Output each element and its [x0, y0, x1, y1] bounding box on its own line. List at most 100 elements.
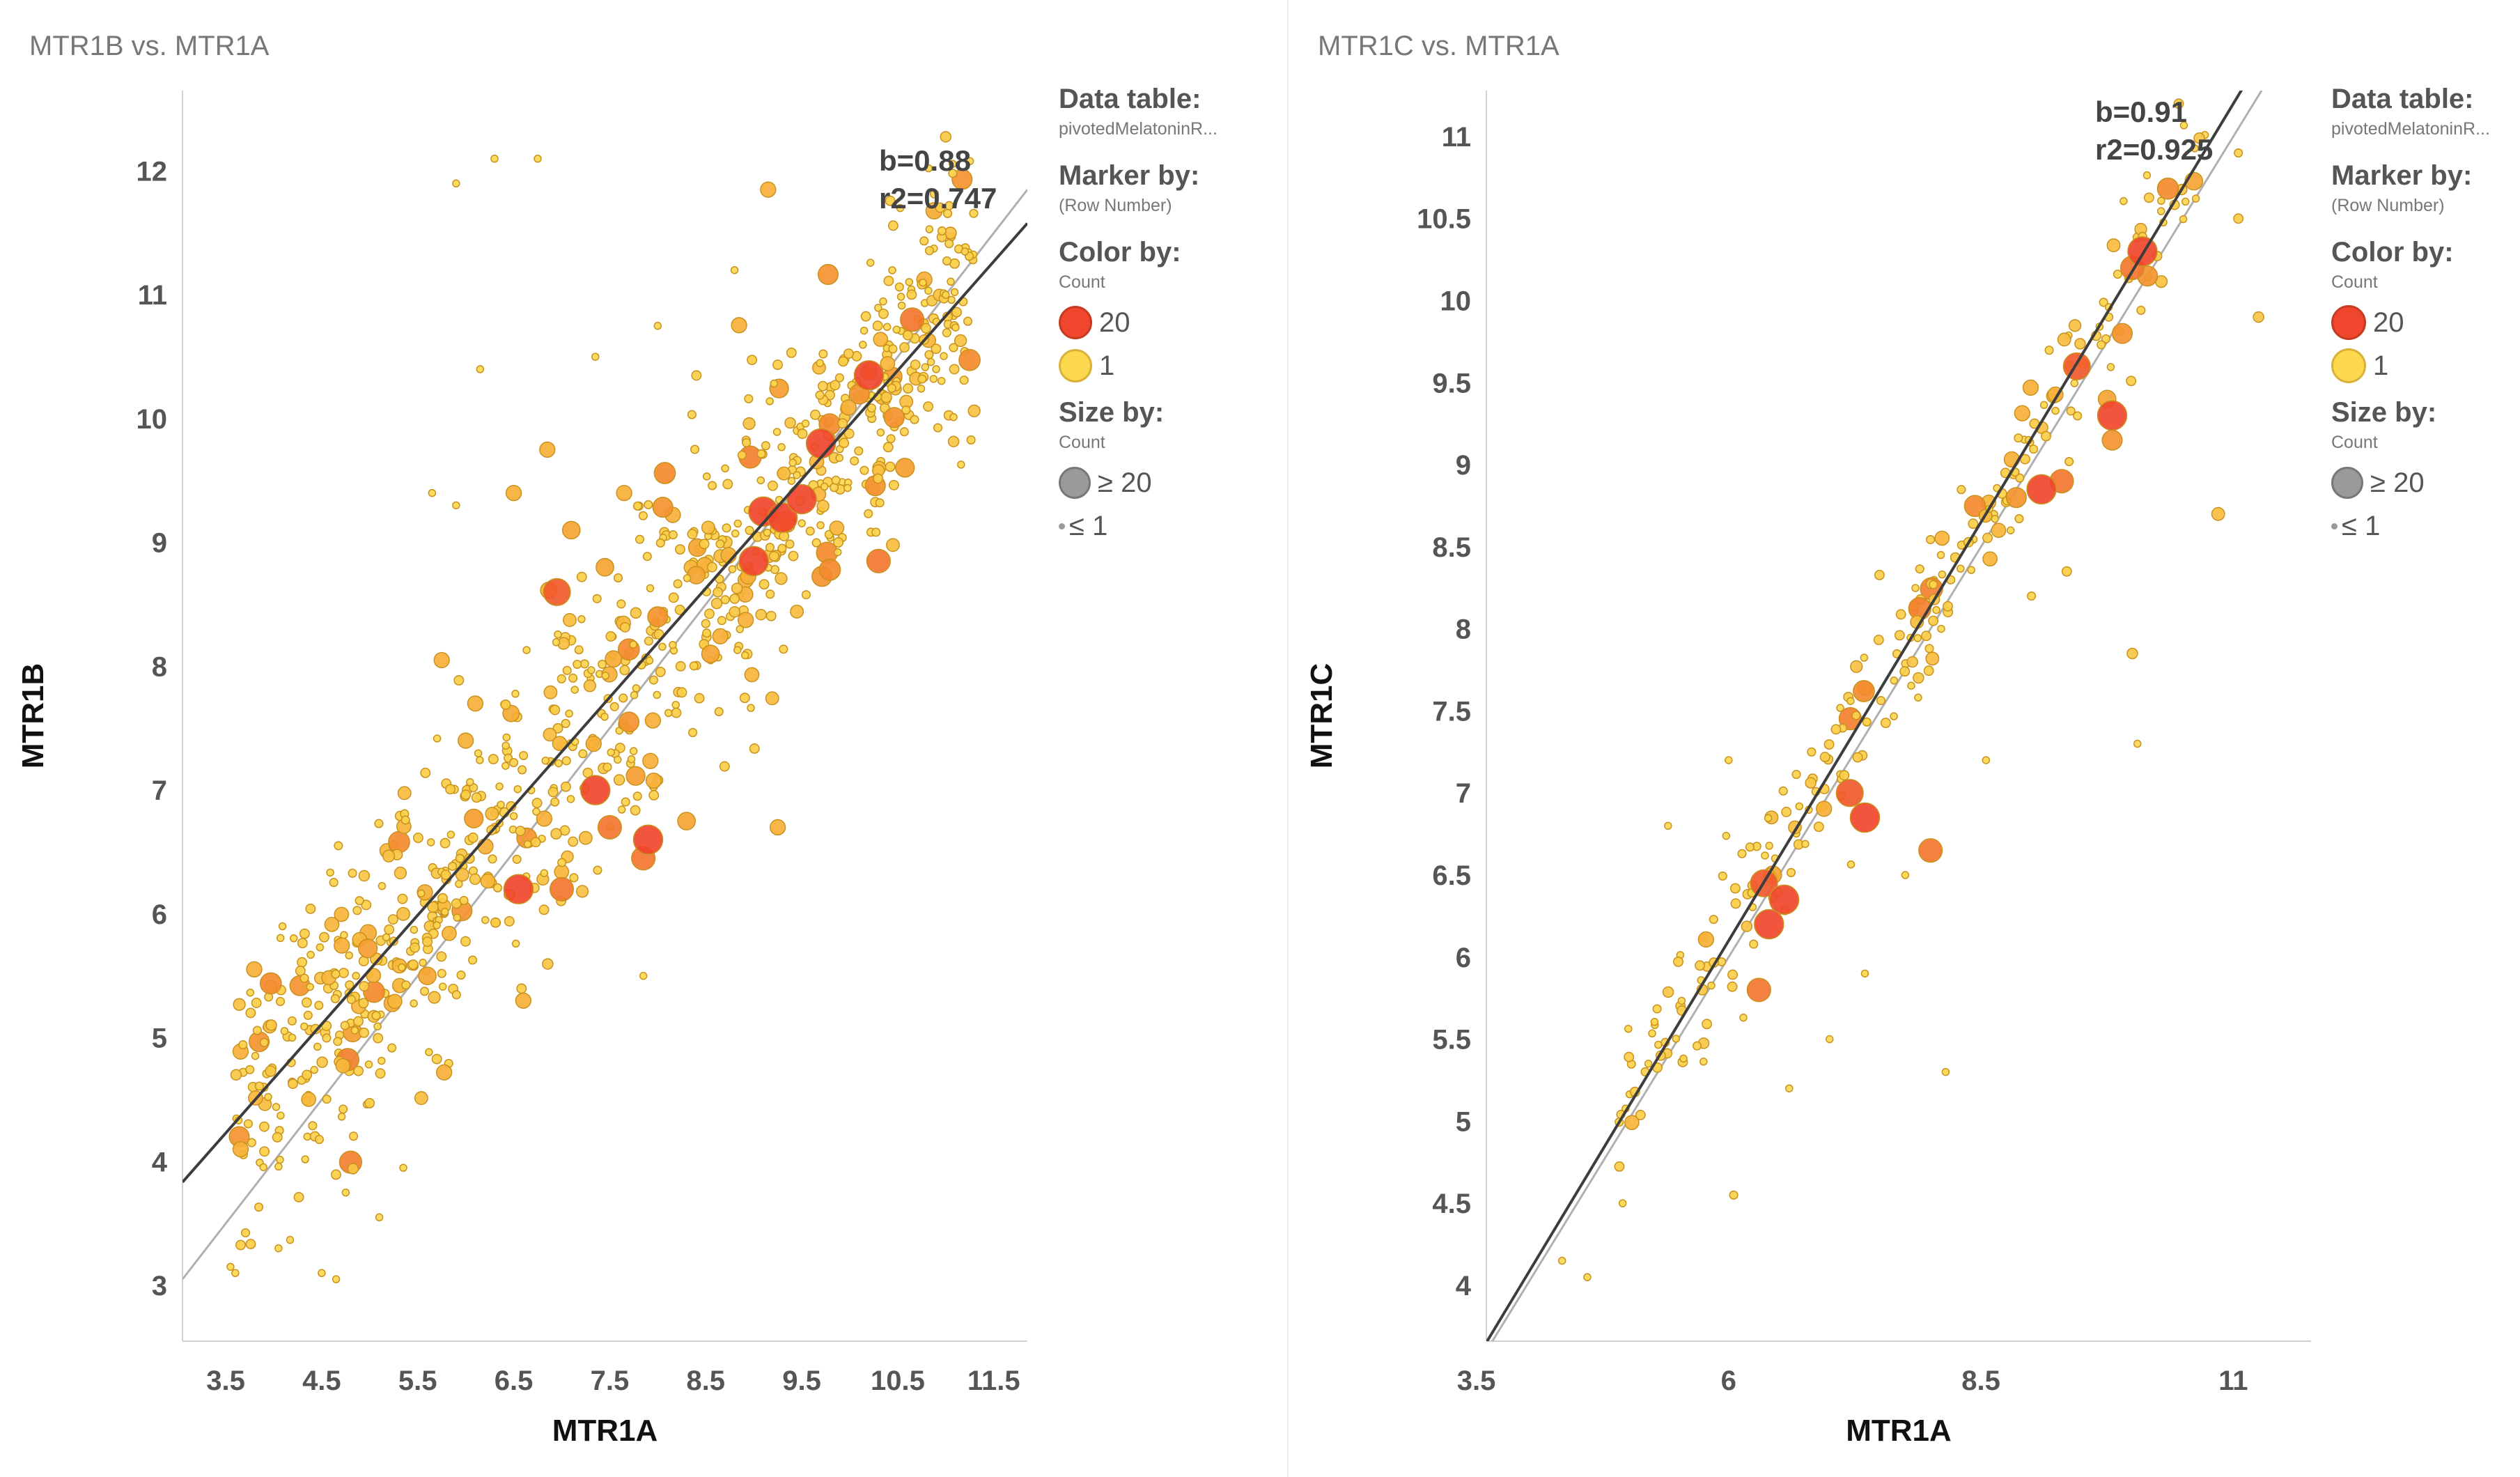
data-point[interactable] [334, 937, 350, 954]
data-point[interactable] [653, 462, 676, 484]
data-point[interactable] [935, 202, 946, 213]
data-point[interactable] [655, 538, 665, 548]
data-point[interactable] [466, 778, 474, 787]
data-point[interactable] [345, 980, 355, 990]
data-point[interactable] [694, 693, 705, 704]
data-point[interactable] [318, 931, 329, 943]
data-point[interactable] [1941, 1067, 1950, 1076]
data-point[interactable] [275, 996, 286, 1007]
data-point[interactable] [2062, 352, 2091, 380]
data-point[interactable] [230, 1069, 242, 1081]
data-point[interactable] [2014, 513, 2024, 524]
data-point[interactable] [931, 343, 942, 355]
data-point[interactable] [1695, 960, 1706, 971]
data-point[interactable] [460, 789, 472, 801]
data-point[interactable] [1727, 969, 1739, 980]
data-point[interactable] [959, 376, 969, 385]
data-point[interactable] [2029, 444, 2039, 454]
data-point[interactable] [1754, 908, 1784, 940]
data-point[interactable] [811, 538, 821, 548]
data-point[interactable] [1727, 981, 1738, 992]
data-point[interactable] [627, 755, 636, 764]
data-point[interactable] [265, 1019, 277, 1031]
data-point[interactable] [345, 951, 353, 960]
data-point[interactable] [1648, 1029, 1656, 1038]
data-point[interactable] [373, 1033, 384, 1044]
data-point[interactable] [456, 970, 466, 980]
data-point[interactable] [1781, 807, 1792, 817]
data-point[interactable] [866, 548, 891, 573]
data-point[interactable] [1890, 712, 1898, 720]
data-point[interactable] [264, 1092, 272, 1101]
data-point[interactable] [297, 938, 308, 949]
data-point[interactable] [910, 359, 921, 370]
data-point[interactable] [453, 913, 462, 922]
data-point[interactable] [947, 277, 955, 286]
data-point[interactable] [949, 412, 958, 422]
data-point[interactable] [2142, 171, 2152, 180]
legend-data-table-value[interactable]: pivotedMelatoninR... [2331, 119, 2490, 139]
data-point[interactable] [876, 428, 885, 437]
data-point[interactable] [561, 756, 571, 766]
data-point[interactable] [714, 706, 724, 717]
data-point[interactable] [1786, 867, 1796, 877]
data-point[interactable] [744, 394, 754, 403]
data-point[interactable] [642, 752, 659, 769]
data-point[interactable] [1894, 630, 1905, 641]
data-point[interactable] [1618, 1199, 1627, 1207]
data-point[interactable] [878, 308, 889, 319]
data-point[interactable] [1702, 1019, 1712, 1030]
data-point[interactable] [587, 666, 596, 674]
data-point[interactable] [779, 531, 790, 541]
data-point[interactable] [833, 548, 842, 557]
data-point[interactable] [1936, 550, 1945, 559]
data-point[interactable] [1913, 634, 1922, 642]
data-point[interactable] [1729, 1190, 1739, 1200]
data-point[interactable] [614, 755, 622, 764]
data-point[interactable] [2120, 196, 2128, 206]
data-point[interactable] [885, 461, 896, 472]
data-point[interactable] [1722, 831, 1731, 840]
data-point[interactable] [937, 226, 947, 236]
data-point[interactable] [722, 479, 733, 490]
data-point[interactable] [901, 405, 911, 415]
data-point[interactable] [866, 403, 876, 413]
data-point[interactable] [1652, 1004, 1662, 1014]
data-point[interactable] [1830, 724, 1842, 735]
data-point[interactable] [2193, 132, 2205, 144]
data-point[interactable] [882, 323, 892, 332]
data-point[interactable] [1795, 802, 1804, 811]
data-point[interactable] [442, 925, 457, 941]
data-point[interactable] [645, 656, 654, 665]
data-point[interactable] [1778, 786, 1788, 796]
data-point[interactable] [1836, 704, 1844, 712]
data-point[interactable] [357, 938, 378, 959]
data-point[interactable] [896, 203, 905, 212]
data-point[interactable] [324, 917, 340, 932]
data-point[interactable] [1874, 569, 1885, 580]
data-point[interactable] [777, 543, 787, 553]
data-point[interactable] [1876, 695, 1886, 706]
data-point[interactable] [949, 364, 960, 375]
data-point[interactable] [765, 397, 774, 405]
data-point[interactable] [818, 558, 841, 581]
data-point[interactable] [410, 942, 420, 953]
data-point[interactable] [245, 1007, 256, 1019]
data-point[interactable] [575, 885, 589, 898]
data-point[interactable] [426, 838, 435, 846]
data-point[interactable] [816, 359, 825, 367]
data-point[interactable] [1764, 814, 1773, 823]
data-point[interactable] [303, 1010, 313, 1020]
data-point[interactable] [258, 1121, 270, 1132]
data-point[interactable] [658, 642, 667, 651]
data-point[interactable] [459, 896, 469, 906]
data-point[interactable] [596, 557, 614, 577]
data-point[interactable] [1901, 871, 1910, 879]
data-point[interactable] [706, 562, 717, 573]
data-point[interactable] [420, 767, 431, 778]
data-point[interactable] [835, 454, 843, 462]
data-point[interactable] [687, 529, 698, 540]
data-point[interactable] [919, 236, 929, 246]
data-point[interactable] [1813, 821, 1824, 833]
data-point[interactable] [944, 239, 954, 249]
